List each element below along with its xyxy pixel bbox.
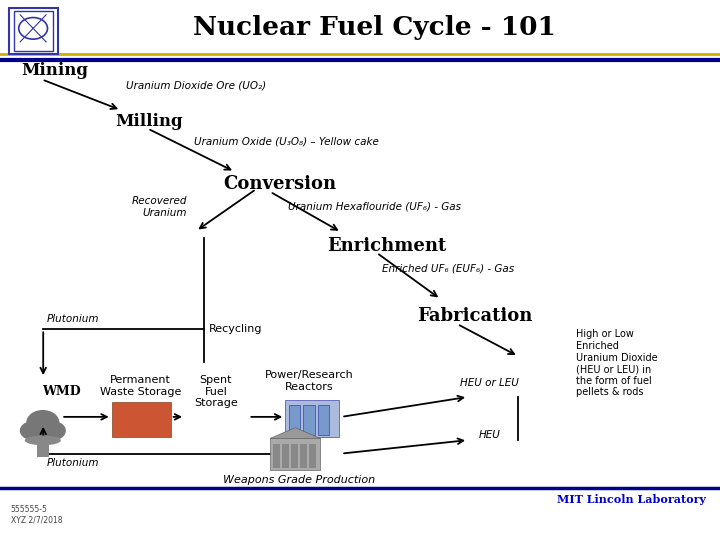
Text: 555555-5
XYZ 2/7/2018: 555555-5 XYZ 2/7/2018: [11, 505, 63, 524]
Bar: [291, 444, 298, 468]
Bar: [300, 444, 307, 468]
Bar: [318, 405, 329, 435]
Text: Milling: Milling: [115, 113, 183, 130]
Text: Recycling: Recycling: [209, 325, 262, 334]
Bar: [14, 11, 53, 51]
Ellipse shape: [24, 435, 60, 445]
Text: HEU or LEU: HEU or LEU: [460, 379, 519, 388]
Text: Plutonium: Plutonium: [47, 314, 99, 324]
Text: High or Low
Enriched
Uranium Dioxide
(HEU or LEU) in
the form of fuel
pellets & : High or Low Enriched Uranium Dioxide (HE…: [576, 329, 657, 397]
Text: Fabrication: Fabrication: [418, 307, 533, 325]
Bar: [273, 444, 280, 468]
Text: Mining: Mining: [22, 62, 89, 79]
Bar: [9, 8, 58, 54]
Text: Recovered
Uranium: Recovered Uranium: [132, 196, 187, 218]
Circle shape: [27, 410, 58, 434]
Text: Power/Research
Reactors: Power/Research Reactors: [265, 370, 354, 392]
Bar: [112, 402, 171, 437]
Bar: [285, 400, 339, 437]
Circle shape: [20, 422, 44, 440]
Bar: [37, 436, 49, 457]
Text: Spent
Fuel
Storage: Spent Fuel Storage: [194, 375, 238, 408]
Circle shape: [40, 431, 58, 444]
Text: Uranium Hexaflouride (UF₆) - Gas: Uranium Hexaflouride (UF₆) - Gas: [288, 201, 461, 211]
Bar: [289, 405, 300, 435]
Text: Plutonium: Plutonium: [47, 458, 99, 468]
Text: Uranium Dioxide Ore (UO₂): Uranium Dioxide Ore (UO₂): [126, 80, 266, 90]
Text: Uranium Oxide (U₃O₈) – Yellow cake: Uranium Oxide (U₃O₈) – Yellow cake: [194, 137, 379, 146]
Circle shape: [29, 431, 46, 444]
Bar: [309, 444, 316, 468]
Bar: [303, 405, 315, 435]
Text: MIT Lincoln Laboratory: MIT Lincoln Laboratory: [557, 494, 706, 505]
Text: WMD: WMD: [42, 385, 81, 398]
Polygon shape: [270, 428, 320, 438]
Bar: [282, 444, 289, 468]
Bar: [270, 438, 320, 470]
Text: Enrichment: Enrichment: [328, 237, 447, 255]
Text: Conversion: Conversion: [223, 174, 336, 193]
Circle shape: [42, 422, 65, 440]
Text: Enriched UF₆ (EUF₆) - Gas: Enriched UF₆ (EUF₆) - Gas: [382, 264, 514, 274]
Text: Weapons Grade Production: Weapons Grade Production: [222, 475, 375, 485]
Text: Permanent
Waste Storage: Permanent Waste Storage: [99, 375, 181, 397]
Text: Nuclear Fuel Cycle - 101: Nuclear Fuel Cycle - 101: [193, 15, 556, 39]
Text: HEU: HEU: [479, 430, 500, 440]
